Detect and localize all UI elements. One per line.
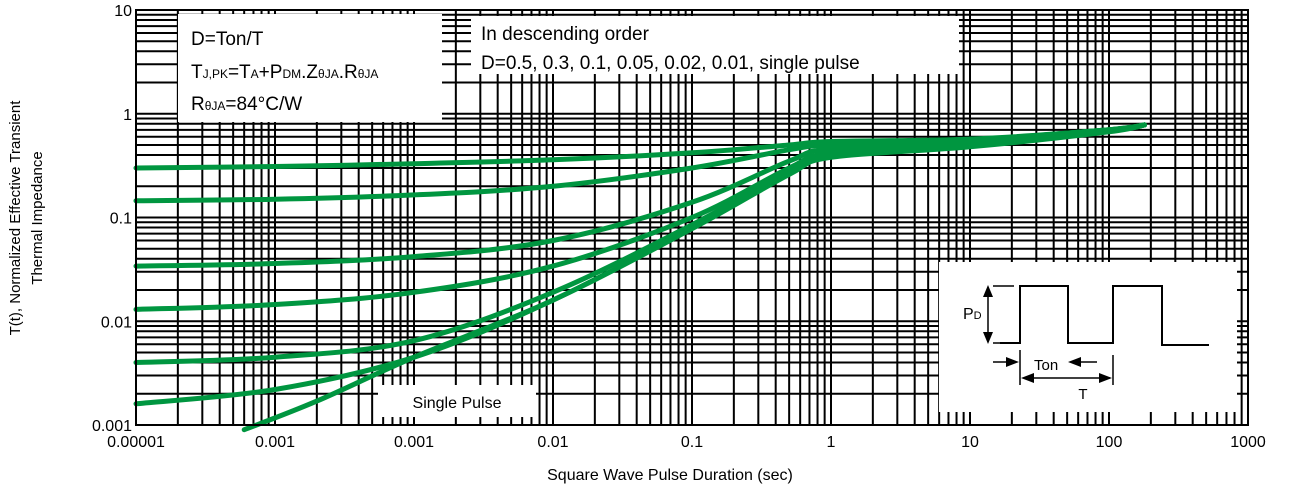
formula-box: D=Ton/T TJ,PK=TA+PDM.ZθJA.RθJA RθJA=84°C…	[178, 14, 442, 122]
x-tick-label: 0.001	[394, 434, 434, 451]
x-tick-label: 0.001	[255, 434, 295, 451]
formula-tj: TJ,PK=TA+PDM.ZθJA.RθJA	[191, 62, 378, 83]
single-pulse-label: Single Pulse	[413, 395, 502, 412]
series-line-7	[241, 122, 1147, 433]
x-tick-label: 100	[1096, 434, 1123, 451]
x-axis-label: Square Wave Pulse Duration (sec)	[547, 467, 793, 484]
pulse-waveform-inset: PD Ton T	[939, 262, 1237, 412]
single-pulse-box: Single Pulse	[378, 385, 536, 417]
x-tick-label: 1000	[1230, 434, 1266, 451]
order-box: In descending order D=0.5, 0.3, 0.1, 0.0…	[471, 16, 959, 74]
order-title: In descending order	[481, 24, 650, 45]
x-tick-label: 0.01	[537, 434, 568, 451]
formula-rtheta: RθJA=84°C/W	[191, 94, 302, 115]
series-lines	[133, 122, 1147, 433]
y-tick-label: 0.01	[101, 314, 132, 331]
x-tick-label: 10	[961, 434, 979, 451]
inset-t-label: T	[1078, 386, 1087, 403]
x-tick-label: 0.1	[681, 434, 703, 451]
y-tick-label: 0.001	[92, 418, 132, 435]
plot-frame	[135, 9, 1249, 426]
y-tick-labels: 0.001 0.01 0.1 1 10	[92, 3, 132, 435]
pulse-waveform	[1000, 285, 1209, 346]
order-list: D=0.5, 0.3, 0.1, 0.05, 0.02, 0.01, singl…	[481, 53, 860, 74]
x-tick-label: 0.00001	[107, 434, 165, 451]
inset-ton-label: Ton	[1034, 357, 1058, 374]
x-tick-label: 1	[827, 434, 836, 451]
y-axis-label-line1: T(t), Normalized Effective Transient	[7, 100, 24, 336]
y-tick-label: 10	[114, 3, 132, 20]
formula-duty: D=Ton/T	[191, 29, 264, 50]
y-tick-label: 0.1	[110, 211, 132, 228]
inset-pd-label: PD	[963, 306, 982, 323]
y-axis-label-line2: Thermal Impedance	[29, 151, 46, 284]
x-tick-labels: 0.00001 0.001 0.001 0.01 0.1 1 10 100 1000	[107, 434, 1266, 451]
y-tick-label: 1	[123, 107, 132, 124]
